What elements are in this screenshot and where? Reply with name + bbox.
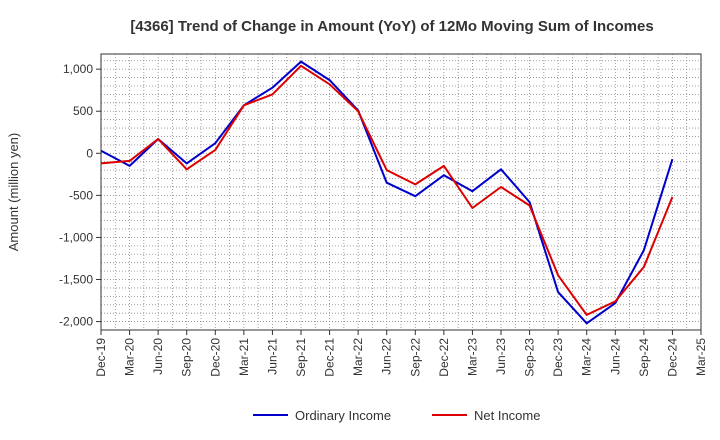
x-tick-label: Sep-22 — [408, 338, 422, 377]
x-tick-label: Dec-23 — [551, 338, 565, 377]
y-tick-label: 500 — [73, 104, 93, 118]
x-tick-label: Sep-20 — [180, 338, 194, 377]
x-tick-label: Mar-22 — [351, 338, 365, 376]
x-tick-label: Jun-23 — [494, 338, 508, 375]
x-tick-label: Mar-20 — [123, 338, 137, 376]
x-axis-ticks: Dec-19 Mar-20 Jun-20 Sep-20 Dec-20 Mar-21 Jun-… — [94, 330, 708, 377]
grid — [100, 54, 702, 331]
x-tick-label: Mar-24 — [580, 338, 594, 376]
x-tick-label: Sep-21 — [294, 338, 308, 377]
x-tick-label: Sep-23 — [523, 338, 537, 377]
x-tick-label: Dec-20 — [208, 338, 222, 377]
series-lines — [100, 60, 674, 325]
y-axis-ticks: 1,000 500 0 -500 -1,000 -1,500 -2,000 — [59, 62, 101, 329]
legend-label-ordinary-income: Ordinary Income — [295, 408, 391, 423]
legend-label-net-income: Net Income — [474, 408, 540, 423]
x-tick-label: Dec-19 — [94, 338, 108, 377]
x-tick-label: Jun-22 — [380, 338, 394, 375]
y-axis-title: Amount (million yen) — [6, 133, 21, 252]
x-tick-label: Jun-20 — [151, 338, 165, 375]
y-tick-label: -2,000 — [59, 315, 93, 329]
y-tick-label: -500 — [69, 188, 93, 202]
x-tick-label: Sep-24 — [637, 338, 651, 377]
series-line-ordinary-income — [100, 60, 674, 325]
x-tick-label: Dec-24 — [665, 338, 679, 377]
x-tick-label: Mar-21 — [237, 338, 251, 376]
y-tick-label: 0 — [86, 146, 93, 160]
x-tick-label: Dec-22 — [437, 338, 451, 377]
plot-border — [100, 53, 702, 331]
y-tick-label: -1,500 — [59, 273, 93, 287]
series-line-net-income — [100, 64, 674, 316]
x-tick-label: Mar-23 — [465, 338, 479, 376]
x-tick-label: Jun-24 — [608, 338, 622, 375]
chart-title: [4366] Trend of Change in Amount (YoY) o… — [130, 18, 653, 35]
legend: Ordinary Income Net Income — [253, 408, 540, 423]
x-tick-label: Jun-21 — [265, 338, 279, 375]
y-tick-label: 1,000 — [63, 62, 93, 76]
x-tick-label: Dec-21 — [323, 338, 337, 377]
y-tick-label: -1,000 — [59, 230, 93, 244]
x-tick-label: Mar-25 — [694, 338, 708, 376]
